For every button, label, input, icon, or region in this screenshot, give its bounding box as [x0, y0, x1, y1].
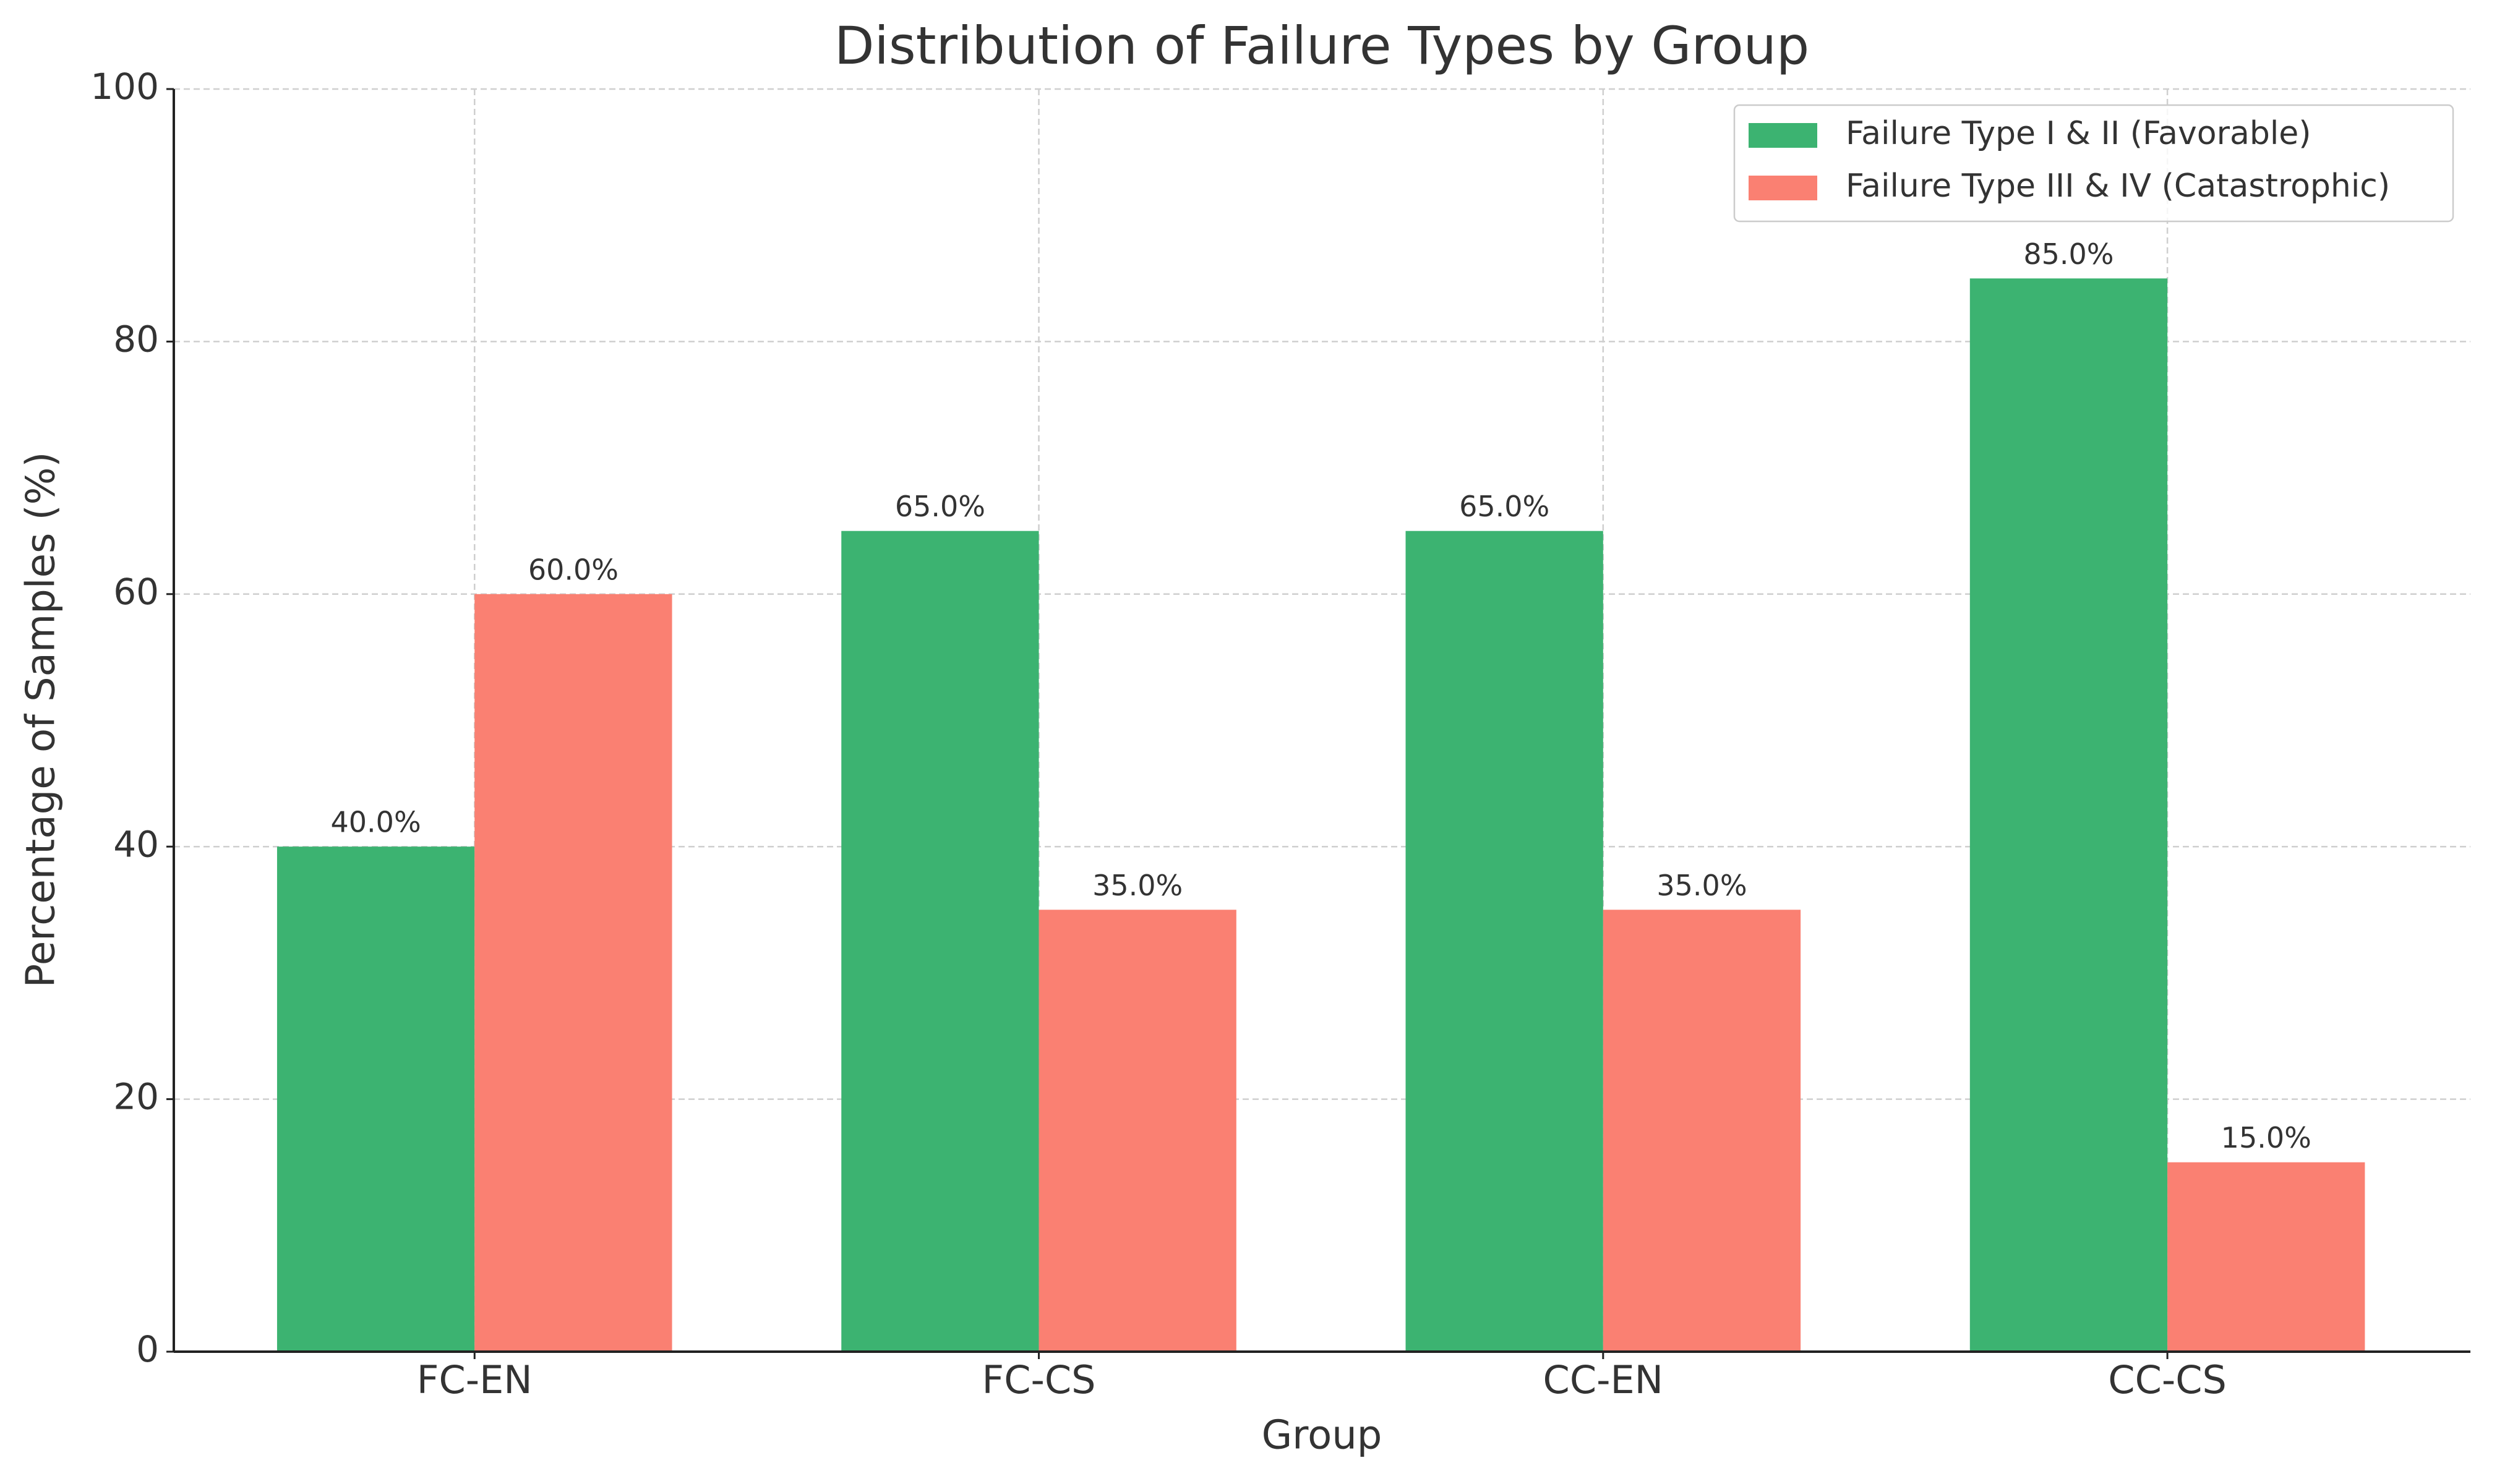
value-label: 15.0% [2221, 1121, 2311, 1154]
bar [841, 531, 1039, 1352]
y-axis-label: Percentage of Samples (%) [19, 452, 64, 988]
legend-swatch [1749, 176, 1817, 200]
legend: Failure Type I & II (Favorable) Failure T… [1733, 104, 2454, 223]
y-tick-label: 40 [113, 823, 159, 865]
value-label: 35.0% [1656, 869, 1747, 902]
legend-label: Failure Type I & II (Favorable) [1846, 115, 2311, 152]
y-tick-label: 0 [136, 1328, 159, 1370]
y-tick-label: 60 [113, 571, 159, 613]
bar [1405, 531, 1603, 1352]
bar [276, 846, 475, 1352]
legend-box [1733, 104, 2454, 223]
value-label: 40.0% [331, 806, 421, 839]
value-label: 85.0% [2023, 237, 2114, 271]
y-tick-label: 100 [90, 66, 159, 108]
chart-title: Distribution of Failure Types by Group [834, 15, 1809, 76]
plot-area: 0 20 40 60 80 100 FC-EN FC-CS CC-EN CC-CS 40.0% 65.… [90, 66, 2470, 1402]
x-axis-label: Group [1262, 1413, 1382, 1459]
value-label: 60.0% [528, 553, 619, 586]
bar [1603, 910, 1801, 1352]
bar [474, 594, 672, 1352]
bar [2167, 1162, 2365, 1352]
x-tick-label: CC-EN [1543, 1357, 1664, 1402]
value-label: 65.0% [895, 490, 985, 523]
x-tick-label: FC-EN [417, 1357, 533, 1402]
legend-label: Failure Type III & IV (Catastrophic) [1846, 168, 2390, 205]
value-label: 65.0% [1459, 490, 1549, 523]
bar [1039, 910, 1236, 1352]
x-tick-label: CC-CS [2108, 1357, 2227, 1402]
y-tick-label: 20 [113, 1076, 159, 1118]
legend-swatch [1749, 123, 1817, 148]
y-tick-label: 80 [113, 318, 159, 360]
bar [1969, 278, 2168, 1352]
value-label: 35.0% [1092, 869, 1183, 902]
x-tick-label: FC-CS [982, 1357, 1096, 1402]
